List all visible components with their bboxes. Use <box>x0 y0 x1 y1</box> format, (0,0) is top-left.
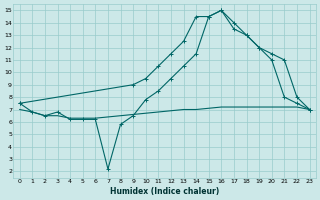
X-axis label: Humidex (Indice chaleur): Humidex (Indice chaleur) <box>110 187 219 196</box>
